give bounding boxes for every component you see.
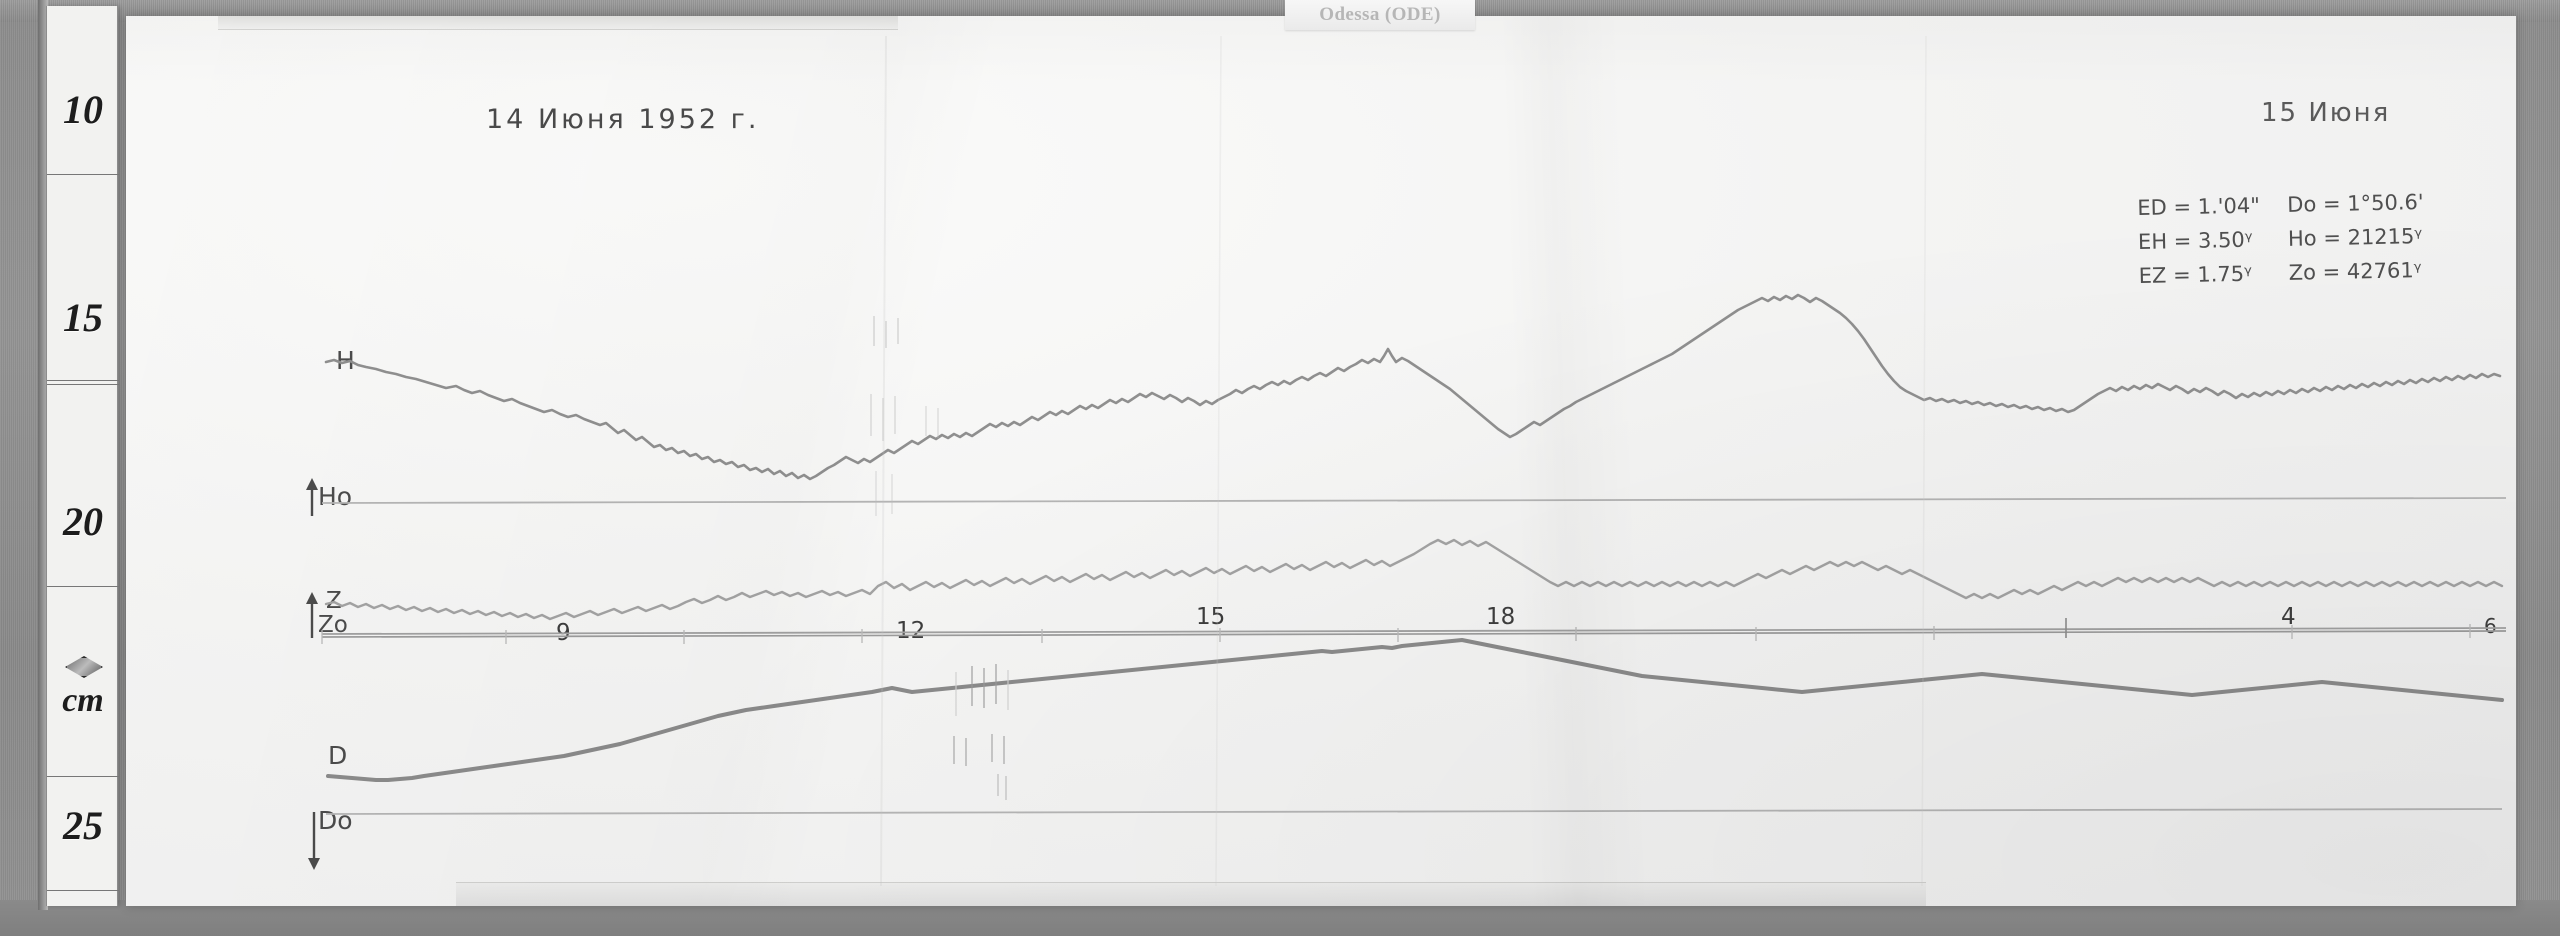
time-mark-6: 6 [2484, 614, 2497, 638]
time-mark-18: 18 [1486, 604, 1516, 630]
timeline-axis [321, 618, 2507, 644]
trace-label-ho: Ho [318, 482, 353, 511]
trace-label-d: D [328, 741, 348, 770]
d-trace-spike-artifacts [953, 664, 1009, 800]
trace-curve-d [326, 638, 2504, 782]
h-trace-baseline-artifacts [875, 471, 893, 516]
date-annotation-left: 14 Июня 1952 г. [486, 104, 760, 135]
baseline-zo [321, 627, 2507, 635]
scanner-bed-bottom-strip [0, 900, 2560, 936]
ruler-tick-bottom [47, 890, 119, 891]
sheet-bottom-fold [456, 882, 1926, 906]
ruler-tick-cm [47, 776, 119, 777]
ruler-body: 10 15 20 cm 25 [46, 6, 119, 906]
magnetogram-sheet: 14 Июня 1952 г. 15 Июня ЕD = 1.'04" Do = … [126, 16, 2516, 906]
do-arrow-down-icon [308, 812, 320, 870]
ruler-tick-15b [47, 384, 119, 385]
ruler-shadow-edge [38, 0, 48, 910]
ruler-diamond-mark-icon [65, 656, 103, 678]
ruler-label-25: 25 [63, 803, 103, 848]
ruler-tick-10 [47, 174, 119, 175]
measurement-ruler: 10 15 20 cm 25 [38, 0, 124, 910]
h-trace-spike-artifacts [870, 316, 939, 441]
station-name-text: Odessa (ODE) [1319, 4, 1441, 25]
baseline-do [325, 808, 2503, 815]
trace-label-h: H [336, 346, 355, 375]
ho-arrow-up-icon [306, 478, 318, 516]
station-name-plate: Odessa (ODE) [1285, 0, 1475, 30]
time-mark-4: 4 [2281, 604, 2296, 630]
sheet-top-fold [218, 16, 898, 30]
trace-label-do: Do [318, 806, 353, 835]
ruler-tick-20 [47, 586, 119, 587]
ruler-label-15: 15 [63, 295, 103, 340]
zo-arrow-up-icon [306, 592, 318, 638]
trace-curve-h [324, 293, 2502, 481]
baseline-ho [321, 497, 2507, 504]
time-mark-12: 12 [896, 618, 926, 644]
trace-curve-z [324, 538, 2504, 621]
ruler-label-20: 20 [63, 499, 103, 544]
ruler-unit-label: cm [62, 682, 104, 719]
sheet-fold-lines [880, 35, 1927, 887]
time-mark-15: 15 [1196, 604, 1226, 630]
ruler-label-10: 10 [63, 87, 103, 132]
magnetogram-traces [306, 35, 2507, 887]
ruler-tick-15 [47, 380, 119, 381]
date-annotation-right: 15 Июня [2261, 98, 2391, 128]
